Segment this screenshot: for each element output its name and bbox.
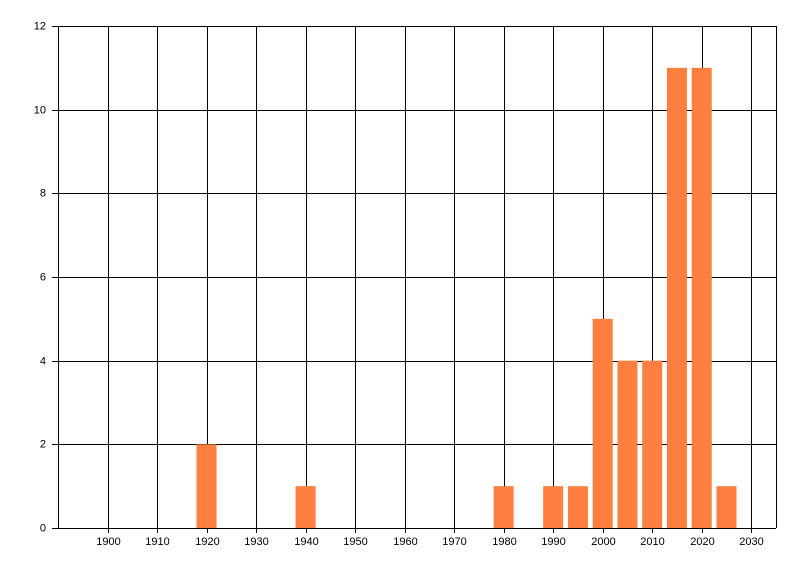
x-tick-label: 2010 — [640, 536, 664, 548]
bar — [196, 444, 217, 528]
y-tick-label: 10 — [34, 104, 46, 116]
x-tick-label: 1910 — [145, 536, 169, 548]
x-tick-label: 1980 — [492, 536, 516, 548]
bar — [295, 486, 316, 528]
x-tick-label: 1940 — [294, 536, 318, 548]
x-tick-label: 2030 — [739, 536, 763, 548]
x-tick-label: 1990 — [541, 536, 565, 548]
bar — [567, 486, 588, 528]
y-tick-label: 2 — [40, 438, 46, 450]
bar — [716, 486, 737, 528]
x-tick-label: 1900 — [96, 536, 120, 548]
x-tick-label: 1970 — [442, 536, 466, 548]
bar — [543, 486, 564, 528]
bar — [617, 360, 638, 528]
y-tick-label: 6 — [40, 271, 46, 283]
x-tick-label: 1920 — [195, 536, 219, 548]
x-tick-label: 1950 — [343, 536, 367, 548]
bar — [666, 67, 687, 528]
x-tick-label: 2000 — [591, 536, 615, 548]
x-tick-label: 1960 — [393, 536, 417, 548]
x-tick-label: 2020 — [690, 536, 714, 548]
y-tick-label: 4 — [40, 355, 46, 367]
bar — [642, 360, 663, 528]
bar — [493, 486, 514, 528]
y-tick-label: 8 — [40, 187, 46, 199]
y-tick-label: 12 — [34, 20, 46, 32]
bar — [592, 318, 613, 528]
bar — [691, 67, 712, 528]
y-tick-label: 0 — [40, 522, 46, 534]
x-tick-label: 1930 — [244, 536, 268, 548]
